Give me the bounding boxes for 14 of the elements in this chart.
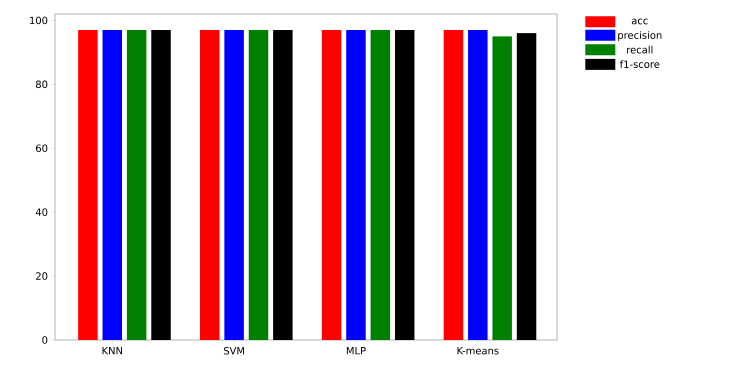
legend-label: f1-score [620,60,660,68]
x-tick-label: KNN [102,347,122,354]
legend-label: acc [632,18,648,24]
x-tick-label: SVM [224,347,244,355]
legend-label: recall [627,46,652,54]
y-tick-label: 80 [36,80,48,88]
legend-label: precision [618,31,662,41]
y-tick-label: 0 [42,336,48,344]
y-tick-label: 40 [36,208,48,216]
x-tick-label: MLP [346,347,366,354]
y-tick-label: 20 [36,272,48,280]
y-tick-label: 60 [36,144,48,152]
x-tick-label: K-means [458,347,499,354]
y-tick-label: 100 [30,16,48,24]
